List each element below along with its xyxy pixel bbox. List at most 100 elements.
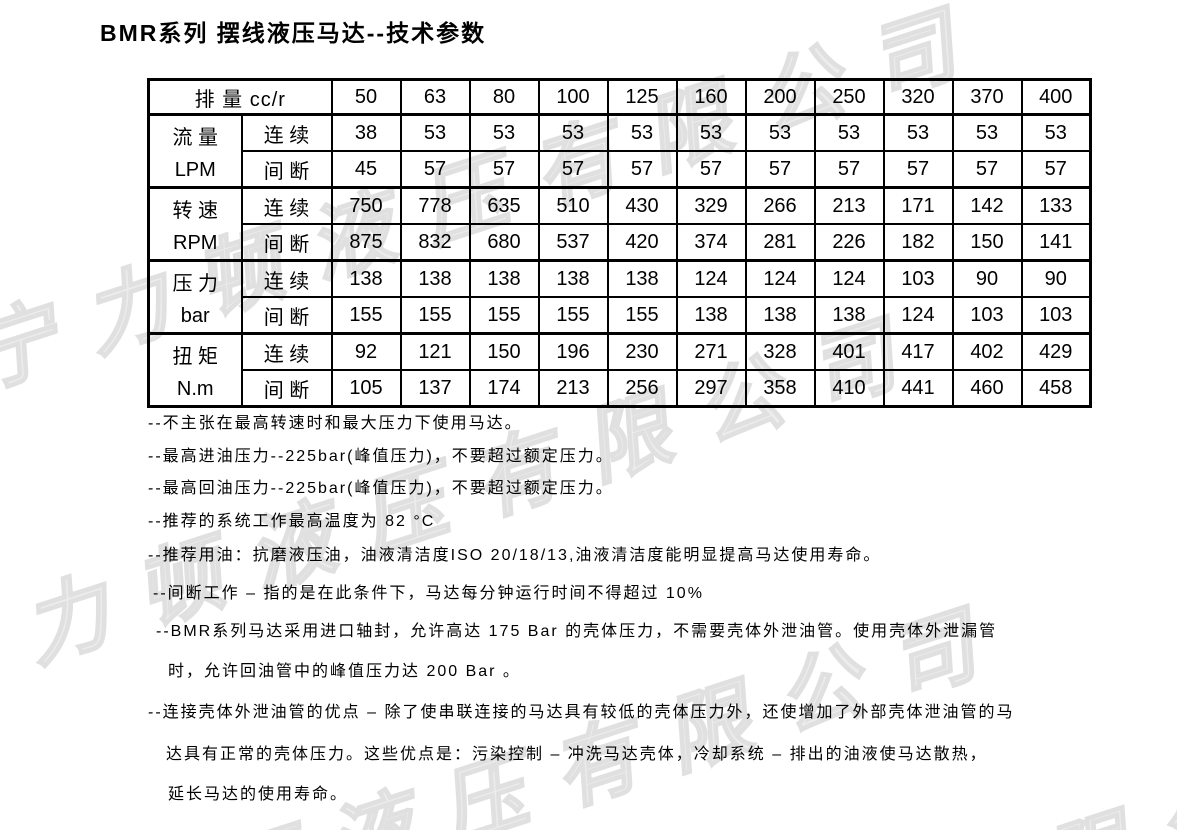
value-cell: 266 (744, 186, 816, 225)
table-row: 扭 矩 N.m 连 续 92 121 150 196 230 271 328 4… (147, 332, 1092, 408)
param-name: 压 力 (172, 272, 219, 295)
value-cell: 138 (813, 296, 885, 335)
value-cell: 53 (813, 113, 885, 152)
value-cell: 226 (813, 223, 885, 262)
value-cell: 281 (744, 223, 816, 262)
value-cell: 213 (537, 369, 609, 408)
value-cell: 53 (675, 113, 747, 152)
value-cell: 430 (606, 186, 678, 225)
value-cell: 460 (951, 369, 1023, 408)
value-cell: 417 (882, 332, 954, 371)
value-cell: 57 (813, 150, 885, 189)
value-cell: 155 (399, 296, 471, 335)
param-unit: LPM (174, 158, 216, 181)
note-line: --推荐用油：抗磨液压油，油液清洁度ISO 20/18/13,油液清洁度能明显提… (148, 547, 882, 564)
displacement-value: 80 (468, 78, 540, 116)
value-cell: 510 (537, 186, 609, 225)
value-cell: 105 (330, 369, 402, 408)
value-cell: 441 (882, 369, 954, 408)
value-cell: 138 (468, 259, 540, 298)
displacement-value: 370 (951, 78, 1023, 116)
note-line: --间断工作 – 指的是在此条件下，马达每分钟运行时间不得超过 10% (153, 585, 704, 602)
table-row: 间 断 155 155 155 155 155 138 138 138 124 … (149, 296, 1092, 335)
note-line: --最高进油压力--225bar(峰值压力)，不要超过额定压力。 (148, 448, 614, 465)
value-cell: 141 (1020, 223, 1092, 262)
table-row: 转 速 RPM 连 续 750 778 635 510 430 329 266 … (147, 186, 1092, 262)
value-cell: 103 (951, 296, 1023, 335)
param-cell-flow: 流 量 LPM (147, 113, 243, 189)
param-unit: bar (180, 304, 210, 327)
value-cell: 138 (330, 259, 402, 298)
value-cell: 57 (744, 150, 816, 189)
value-cell: 750 (330, 186, 402, 225)
value-cell: 213 (813, 186, 885, 225)
value-cell: 137 (399, 369, 471, 408)
value-cell: 155 (468, 296, 540, 335)
displacement-value: 100 (537, 78, 609, 116)
displacement-value: 63 (399, 78, 471, 116)
table-header-row: 排 量 cc/r 50 63 80 100 125 160 200 250 32… (147, 78, 1092, 116)
value-cell: 429 (1020, 332, 1092, 371)
value-cell: 45 (330, 150, 402, 189)
value-cell: 53 (399, 113, 471, 152)
note-line: 延长马达的使用寿命。 (168, 786, 349, 803)
value-cell: 53 (882, 113, 954, 152)
spec-table: 排 量 cc/r 50 63 80 100 125 160 200 250 32… (147, 78, 1092, 408)
value-cell: 53 (468, 113, 540, 152)
value-cell: 38 (330, 113, 402, 152)
value-cell: 138 (606, 259, 678, 298)
page-title: BMR系列 摆线液压马达--技术参数 (100, 20, 487, 46)
note-line: 达具有正常的壳体压力。这些优点是：污染控制 – 冲洗马达壳体，冷却系统 – 排出… (166, 746, 988, 763)
mode-label: 连 续 (240, 259, 333, 298)
value-cell: 90 (951, 259, 1023, 298)
value-cell: 680 (468, 223, 540, 262)
value-cell: 537 (537, 223, 609, 262)
value-cell: 53 (744, 113, 816, 152)
table-row: 间 断 105 137 174 213 256 297 358 410 441 … (149, 369, 1092, 408)
value-cell: 329 (675, 186, 747, 225)
value-cell: 90 (1020, 259, 1092, 298)
value-cell: 401 (813, 332, 885, 371)
mode-label: 间 断 (240, 296, 333, 335)
value-cell: 150 (468, 332, 540, 371)
value-cell: 92 (330, 332, 402, 371)
value-cell: 124 (675, 259, 747, 298)
param-cell-speed: 转 速 RPM (147, 186, 243, 262)
mode-label: 间 断 (240, 223, 333, 262)
value-cell: 138 (744, 296, 816, 335)
param-name: 转 速 (172, 199, 219, 222)
value-cell: 138 (675, 296, 747, 335)
value-cell: 174 (468, 369, 540, 408)
value-cell: 402 (951, 332, 1023, 371)
note-line: --推荐的系统工作最高温度为 82 °C (148, 513, 436, 530)
value-cell: 832 (399, 223, 471, 262)
note-line: --最高回油压力--225bar(峰值压力)，不要超过额定压力。 (148, 480, 614, 497)
value-cell: 182 (882, 223, 954, 262)
value-cell: 196 (537, 332, 609, 371)
mode-label: 连 续 (240, 332, 333, 371)
value-cell: 778 (399, 186, 471, 225)
value-cell: 57 (882, 150, 954, 189)
value-cell: 328 (744, 332, 816, 371)
value-cell: 297 (675, 369, 747, 408)
value-cell: 230 (606, 332, 678, 371)
value-cell: 410 (813, 369, 885, 408)
displacement-value: 200 (744, 78, 816, 116)
value-cell: 121 (399, 332, 471, 371)
mode-label: 连 续 (240, 113, 333, 152)
value-cell: 57 (951, 150, 1023, 189)
value-cell: 53 (537, 113, 609, 152)
note-line: --不主张在最高转速时和最大压力下使用马达。 (148, 415, 523, 432)
value-cell: 635 (468, 186, 540, 225)
value-cell: 133 (1020, 186, 1092, 225)
value-cell: 171 (882, 186, 954, 225)
value-cell: 458 (1020, 369, 1092, 408)
value-cell: 138 (399, 259, 471, 298)
param-cell-pressure: 压 力 bar (147, 259, 243, 335)
footnotes: --不主张在最高转速时和最大压力下使用马达。 --最高进油压力--225bar(… (148, 416, 1014, 803)
mode-label: 连 续 (240, 186, 333, 225)
value-cell: 103 (882, 259, 954, 298)
note-line: 时，允许回油管中的峰值压力达 200 Bar 。 (168, 663, 521, 680)
displacement-value: 160 (675, 78, 747, 116)
